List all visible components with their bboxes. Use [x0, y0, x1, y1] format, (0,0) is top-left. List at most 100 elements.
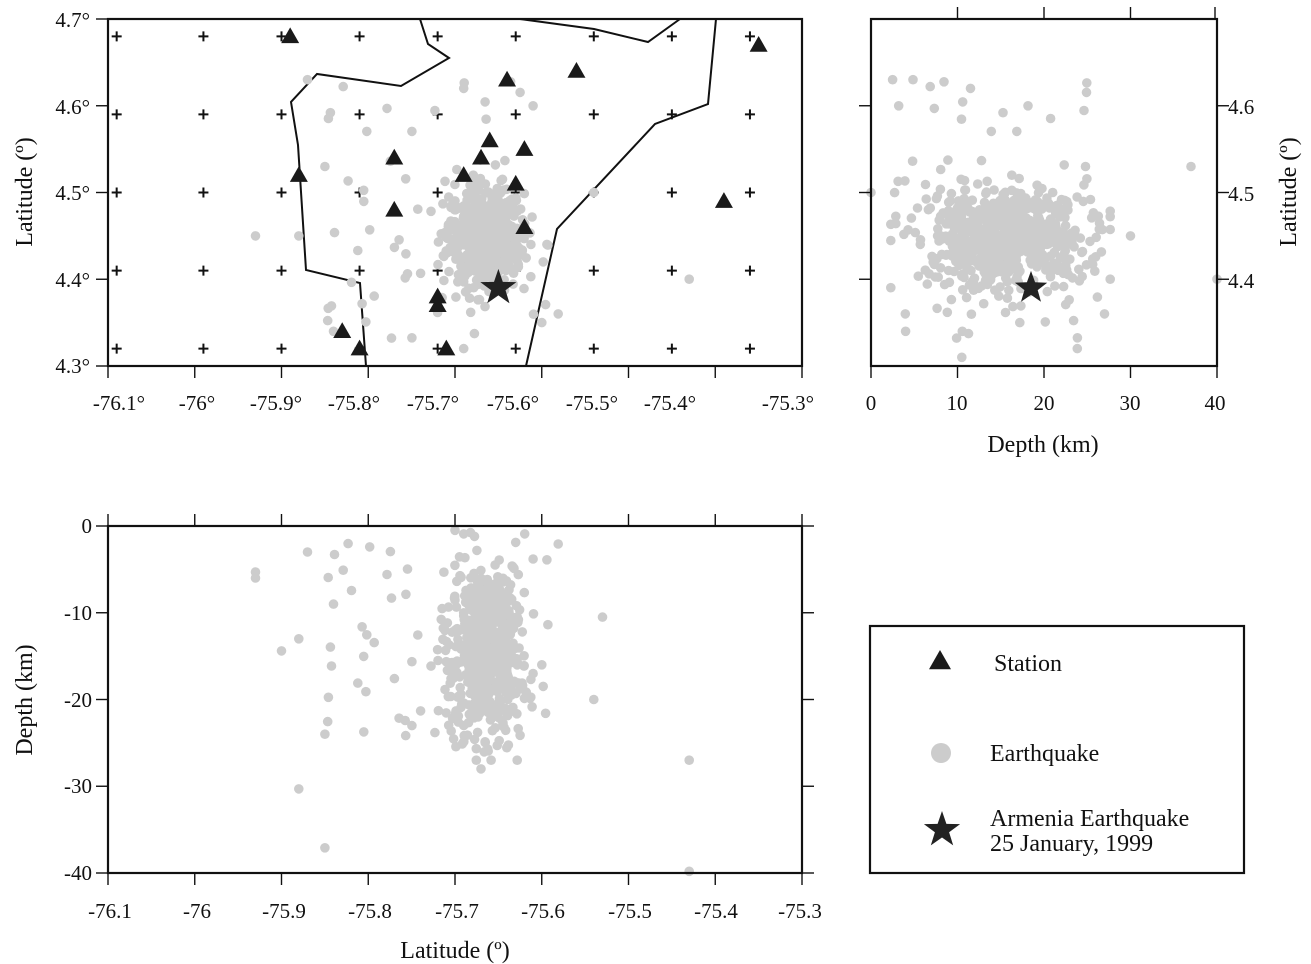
depth-latitude-earthquake-point	[1041, 219, 1052, 229]
map-earthquake-point	[464, 193, 474, 203]
longitude-depth-panel: -76.1 -76 -75.9 -75.8 -75.7 -75.6 -75.5 …	[12, 514, 822, 964]
map-earthquake-point	[527, 212, 537, 222]
map-earthquake-point	[450, 179, 460, 190]
longitude-depth-earthquake-point	[441, 708, 452, 718]
longitude-depth-earthquake-point	[369, 637, 380, 648]
depth-latitude-earthquake-point	[935, 164, 946, 175]
map-earthquake-point	[473, 295, 483, 305]
map-earthquake-point	[500, 155, 510, 166]
map-grid-cross	[198, 343, 209, 354]
longitude-depth-earthquake-point	[364, 542, 375, 552]
depth-latitude-earthquake-point	[1053, 200, 1063, 210]
map-earthquake-point	[513, 232, 524, 242]
legend-earthquake-label: Earthquake	[990, 741, 1099, 767]
map-grid-cross	[666, 265, 677, 276]
map-grid-cross	[744, 187, 755, 198]
depth-latitude-earthquake-point	[910, 227, 921, 238]
depth-latitude-earthquake-point	[1058, 281, 1069, 292]
depth-latitude-earthquake-point	[908, 74, 918, 85]
map-earthquake-point	[450, 196, 460, 206]
depth-latitude-earthquake-point	[966, 309, 977, 320]
depth-latitude-earthquake-point	[990, 231, 1000, 241]
map-grid-cross	[111, 265, 122, 276]
map-earthquake-point	[486, 252, 497, 262]
longitude-depth-earthquake-point	[501, 679, 511, 689]
longitude-depth-earthquakes	[250, 525, 694, 877]
map-earthquake-point	[444, 266, 454, 277]
depth-latitude-earthquake-point	[986, 264, 996, 275]
depth-latitude-earthquake-point	[1007, 185, 1017, 196]
longitude-depth-earthquake-point	[455, 657, 466, 667]
longitude-depth-earthquake-point	[323, 692, 334, 703]
depth-latitude-earthquake-point	[986, 204, 997, 214]
map-earthquake-point	[338, 81, 349, 92]
depth-latitude-earthquake-point	[1023, 101, 1033, 111]
depth-latitude-earthquake-point	[971, 232, 982, 242]
depth-latitude-ytick-label: 4.5	[1228, 182, 1254, 206]
depth-latitude-earthquake-point	[893, 176, 903, 187]
longitude-depth-earthquake-point	[467, 708, 478, 718]
map-earthquake-point	[438, 199, 448, 209]
depth-latitude-earthquake-point	[1020, 193, 1031, 203]
depth-latitude-earthquake-point	[913, 271, 924, 282]
depth-latitude-earthquake-point	[1045, 113, 1056, 124]
depth-latitude-earthquake-point	[886, 282, 896, 293]
map-earthquake-point	[450, 216, 460, 227]
depth-latitude-earthquake-point	[1007, 170, 1017, 180]
map-ticks	[96, 18, 803, 378]
map-frame	[106, 17, 804, 368]
longitude-depth-earthquake-point	[476, 764, 486, 774]
depth-latitude-earthquake-point	[1002, 265, 1012, 276]
depth-latitude-earthquake-point	[935, 263, 946, 273]
longitude-depth-earthquake-point	[439, 567, 449, 577]
longitude-depth-earthquake-point	[684, 866, 694, 877]
depth-latitude-earthquake-point	[1015, 223, 1025, 234]
depth-latitude-xtick-label: 10	[947, 391, 968, 415]
map-station-marker	[333, 322, 352, 339]
map-station-marker	[281, 27, 300, 44]
map-earthquake-point	[439, 275, 449, 286]
longitude-depth-earthquake-point	[320, 843, 330, 853]
longitude-depth-earthquake-point	[500, 703, 511, 714]
map-earthquake-point	[465, 307, 476, 318]
longitude-depth-earthquake-point	[400, 730, 411, 741]
map-earthquake-point	[402, 269, 413, 279]
depth-latitude-earthquake-point	[886, 235, 896, 246]
map-earthquake-point	[515, 249, 526, 260]
depth-latitude-xtick-label: 30	[1120, 391, 1141, 415]
longitude-depth-earthquake-point	[471, 755, 482, 765]
map-earthquake-point	[515, 204, 526, 214]
longitude-depth-earthquake-point	[470, 660, 481, 670]
depth-latitude-earthquake-point	[887, 74, 898, 85]
map-earthquake-point	[475, 196, 486, 206]
depth-latitude-earthquake-point	[956, 114, 967, 124]
longitude-depth-earthquake-point	[478, 655, 489, 666]
map-earthquake-point	[480, 97, 490, 107]
map-station-marker	[498, 70, 517, 87]
map-earthquake-point	[464, 283, 474, 294]
longitude-depth-earthquake-point	[443, 657, 454, 668]
map-earthquake-point	[357, 298, 367, 309]
map-station-marker	[749, 36, 768, 52]
map-earthquake-point	[426, 206, 436, 217]
map-earthquake-point	[413, 204, 423, 214]
map-earthquake-point	[343, 176, 353, 186]
depth-latitude-earthquake-point	[900, 176, 910, 186]
map-station-marker	[515, 218, 534, 234]
map-station-marker	[714, 192, 733, 208]
depth-latitude-earthquake-point	[979, 197, 990, 208]
map-xtick-label: -75.7°	[407, 391, 459, 415]
depth-latitude-earthquake-point	[1060, 299, 1071, 310]
depth-latitude-earthquake-point	[1082, 78, 1092, 88]
map-grid-cross	[432, 343, 443, 354]
map-armenia-star	[480, 268, 517, 304]
map-ytick-label: 4.3°	[55, 354, 90, 378]
longitude-depth-earthquake-point	[362, 630, 372, 640]
longitude-depth-earthquake-point	[519, 651, 529, 661]
longitude-depth-earthquake-point	[515, 684, 526, 694]
map-earthquake-point	[358, 185, 369, 196]
map-grid-cross	[276, 343, 287, 354]
longitude-depth-earthquake-point	[513, 614, 524, 625]
longitude-depth-earthquake-point	[468, 614, 479, 625]
